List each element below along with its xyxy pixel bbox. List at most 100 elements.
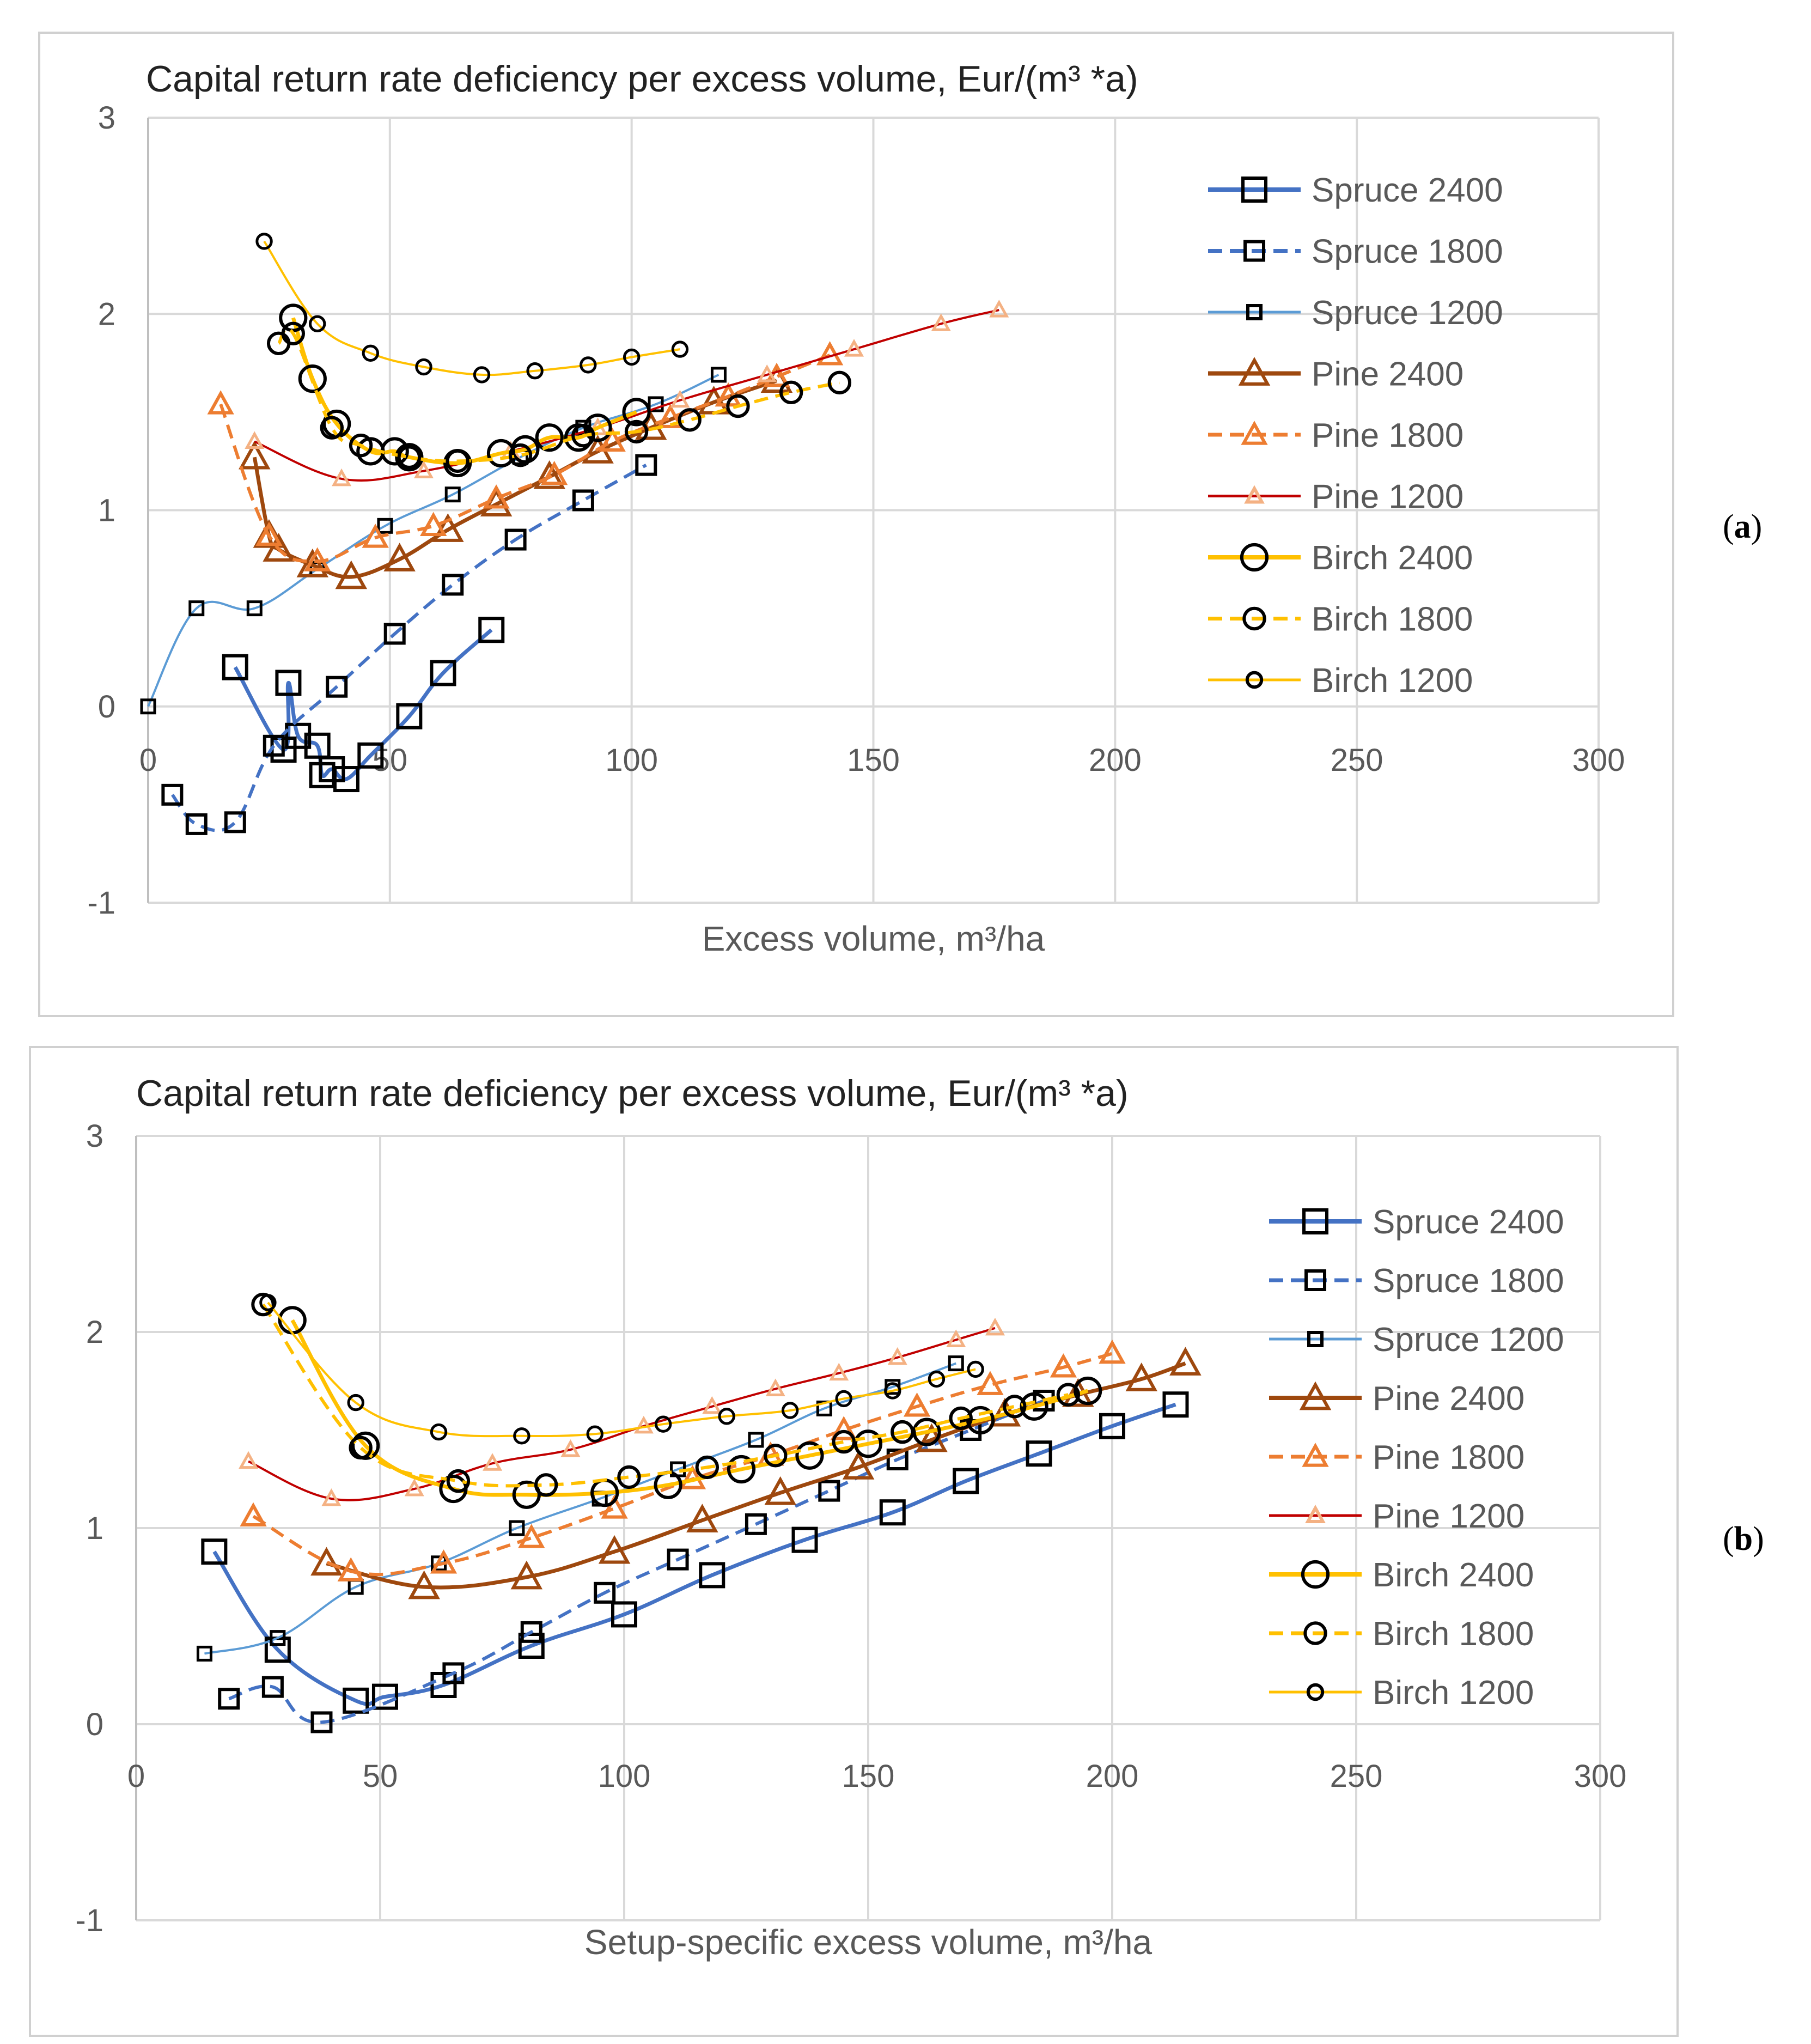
data-point [818, 1480, 840, 1502]
x-tick-label: 200 [1086, 1759, 1139, 1794]
data-point [635, 454, 657, 476]
data-point [473, 366, 491, 384]
data-point [298, 364, 327, 393]
legend-item: Pine 1200 [1269, 1498, 1525, 1535]
data-point [321, 1488, 342, 1506]
series-line [254, 309, 999, 482]
data-point [279, 303, 308, 332]
chart-frame [38, 32, 1674, 1017]
data-point [748, 1432, 764, 1448]
data-point [830, 1416, 857, 1440]
data-point [699, 1562, 725, 1589]
series-line [219, 354, 831, 563]
data-point [648, 396, 664, 412]
data-point [263, 734, 285, 757]
legend-label: Pine 1800 [1312, 417, 1464, 454]
x-tick-label: 250 [1330, 1759, 1383, 1794]
data-point [185, 813, 208, 835]
data-point [442, 1662, 465, 1684]
data-point [320, 416, 344, 440]
data-point [196, 1645, 212, 1662]
series-birch-1800 [266, 321, 852, 473]
legend-marker [1305, 1505, 1326, 1524]
legend-label: Pine 2400 [1373, 1380, 1525, 1418]
legend-item: Birch 2400 [1269, 1556, 1534, 1594]
data-point [430, 660, 456, 686]
data-point [686, 1504, 718, 1532]
y-tick-label: -1 [75, 1903, 103, 1938]
legend-marker [1238, 357, 1271, 386]
data-point [140, 698, 156, 715]
data-point [795, 1441, 824, 1470]
data-point [633, 1415, 654, 1434]
legend-item: Birch 1200 [1208, 662, 1473, 699]
data-point [395, 443, 424, 472]
legend-item: Birch 1200 [1269, 1674, 1534, 1712]
data-point [478, 617, 505, 643]
data-point [397, 445, 422, 469]
legend-label: Spruce 2400 [1373, 1203, 1564, 1241]
legend-item: Pine 1800 [1269, 1439, 1525, 1476]
series-line [147, 374, 719, 707]
legend-marker [1299, 1381, 1332, 1410]
data-point [304, 547, 331, 571]
legend-label: Spruce 1800 [1373, 1262, 1564, 1300]
y-tick-label: 2 [86, 1315, 103, 1350]
data-point [718, 1408, 735, 1425]
data-point [829, 1362, 849, 1381]
panel-label-b-letter: b [1734, 1520, 1753, 1558]
data-point [251, 1292, 275, 1317]
data-point [623, 348, 641, 366]
legend-item: Pine 1200 [1208, 478, 1464, 516]
x-tick-label: 150 [842, 1759, 895, 1794]
legend-item: Birch 2400 [1208, 539, 1473, 577]
data-point [310, 1547, 343, 1576]
legend-item: Spruce 2400 [1208, 172, 1503, 209]
legend-marker [1306, 1683, 1325, 1701]
x-tick-label: 300 [1574, 1759, 1627, 1794]
data-point [430, 1423, 448, 1441]
data-point [188, 600, 205, 617]
data-point [1056, 1383, 1081, 1407]
data-point [430, 1549, 458, 1574]
x-tick-label: 0 [139, 743, 157, 778]
data-point [695, 1455, 719, 1480]
data-point [903, 1392, 931, 1417]
legend-item: Spruce 1800 [1208, 233, 1503, 271]
data-point [853, 1429, 883, 1458]
data-point [508, 443, 533, 467]
series-line [261, 1303, 1069, 1488]
legend-marker [1245, 671, 1264, 689]
legend-label: Birch 1800 [1373, 1615, 1534, 1653]
data-point [985, 1317, 1005, 1336]
data-point [1020, 1392, 1048, 1421]
data-point [408, 1570, 440, 1599]
data-point [765, 1378, 785, 1396]
data-point [513, 1427, 531, 1445]
chart-panel-a: Capital return rate deficiency per exces… [38, 32, 1674, 1017]
y-tick-label: 0 [98, 689, 115, 725]
data-point [245, 431, 265, 449]
data-point [946, 1329, 966, 1347]
data-point [333, 766, 359, 793]
series-birch-1800 [251, 1292, 1081, 1497]
panel-label-b: (b) [1723, 1520, 1764, 1558]
data-point [1169, 1347, 1202, 1376]
data-point [483, 484, 510, 509]
y-tick-label: -1 [87, 885, 115, 921]
data-point [357, 742, 384, 769]
data-point [261, 1676, 284, 1698]
series-line [170, 464, 647, 832]
data-point [222, 654, 248, 680]
x-tick-label: 150 [847, 743, 900, 778]
data-point [337, 1557, 364, 1581]
data-point [275, 670, 302, 696]
data-point [622, 398, 651, 427]
data-point [928, 1370, 946, 1388]
data-point [1003, 1395, 1027, 1419]
legend-item: Spruce 1200 [1208, 294, 1503, 332]
data-point [201, 1538, 228, 1565]
data-point [832, 1429, 856, 1454]
data-point [326, 676, 348, 698]
data-point [383, 623, 406, 645]
